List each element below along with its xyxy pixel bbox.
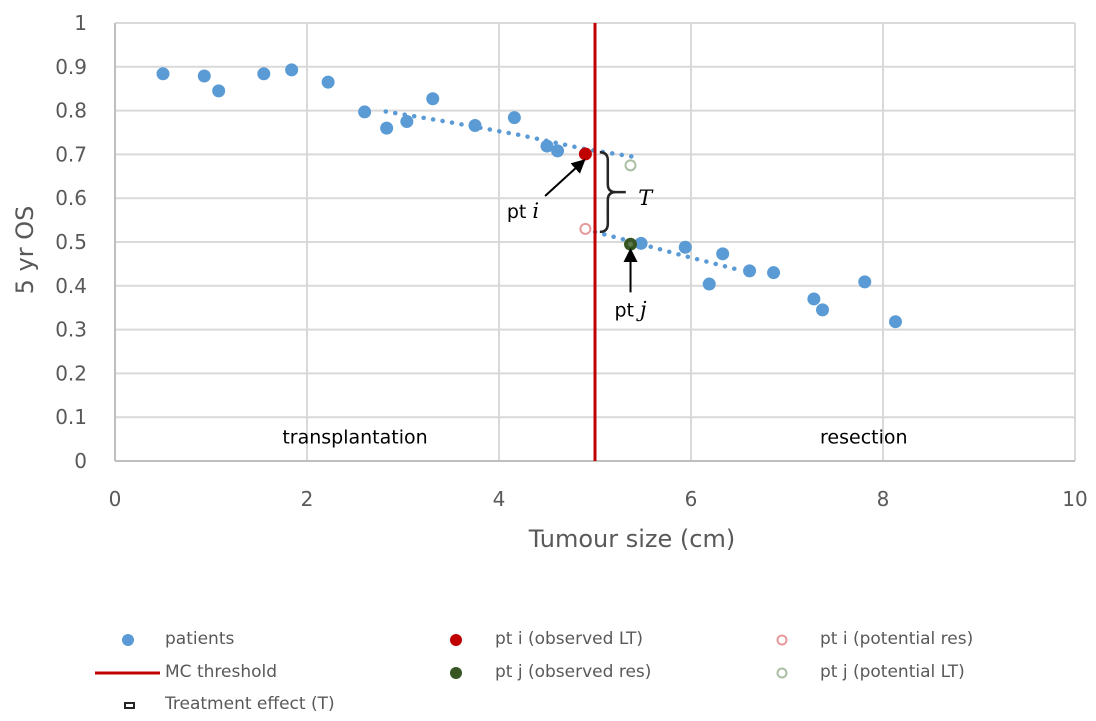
pt-i-potential-ring-icon [776,634,788,646]
legend-label: MC threshold [165,662,278,682]
y-tick-label: 0.7 [55,142,87,166]
treatment-effect-label: T [638,186,654,210]
x-tick-label: 10 [1062,487,1087,511]
patient-point [321,75,335,89]
patient-point [888,315,902,329]
legend-label: patients [165,629,235,649]
legend-label: pt i (potential res) [820,629,974,649]
patient-point [716,247,730,261]
pt-label-text: pt [614,299,640,321]
patient-point [858,275,872,289]
pt-label-italic: j [636,297,647,321]
patient-point [816,303,830,317]
mc-threshold-line-icon [95,671,160,675]
y-tick-label: 0.1 [55,405,87,429]
region-label-transplantation: transplantation [282,426,427,448]
legend-label: pt j (potential LT) [820,662,965,682]
x-tick-label: 4 [493,487,506,511]
patient-point [767,266,781,280]
legend-label: pt i (observed LT) [495,629,643,649]
pt-j-potential-ring-icon [776,667,788,679]
patient-point [743,264,757,278]
legend-item-mc-threshold: MC threshold [0,661,277,685]
x-tick-label: 8 [877,487,890,511]
x-tick-label: 2 [301,487,314,511]
legend-item-patients: patients [0,628,400,652]
legend-item-pt-i-potential: pt i (potential res) [0,628,973,652]
x-tick-label: 0 [109,487,122,511]
y-tick-label: 0.4 [55,274,87,298]
y-tick-label: 0.2 [55,361,87,385]
patient-point [380,121,394,135]
y-tick-label: 0.5 [55,230,87,254]
pt-label-italic: i [532,199,539,223]
pt-i-label: pt i [507,199,539,223]
y-axis-title: 5 yr OS [11,206,39,295]
x-tick-label: 6 [685,487,698,511]
pt-i-observed-dot-icon [450,634,462,646]
trend-line-resection [592,229,746,274]
treatment-effect-bracket [599,150,626,234]
patient-point [468,118,482,132]
pt-i-observed-point [578,147,592,161]
pt-i-potential-point [579,222,592,235]
tick-labels: 00.10.20.30.40.50.60.70.80.910 2 4 6 8 10 [55,11,1088,511]
legend-label: pt j (observed res) [495,662,652,682]
legend: patients pt i (observed LT) pt i (potent… [0,620,1096,721]
treatment-effect-icon [124,702,135,709]
patient-point [400,115,414,129]
legend-item-pt-j-observed: pt j (observed res) [0,661,651,685]
y-tick-label: 1 [74,11,87,35]
pt-j-observed-dot-icon [450,667,462,679]
pt-j-potential-point [624,159,637,172]
legend-item-pt-i-observed: pt i (observed LT) [0,628,643,652]
patient-point [634,236,648,250]
patient-point [540,139,554,153]
pt-j-label: pt j [614,297,647,321]
patient-point [197,69,211,83]
pt-i-arrow [544,159,586,197]
legend-item-treatment-effect: Treatment effect (T) [0,693,335,717]
patient-point [285,63,299,77]
patient-point [156,67,170,81]
y-tick-label: 0.6 [55,186,87,210]
patient-point [507,111,521,125]
patient-point [551,144,565,158]
patient-point [212,84,226,98]
y-tick-label: 0 [74,449,87,473]
pt-label-text: pt [507,201,533,223]
x-axis-title: Tumour size (cm) [528,525,735,553]
patient-point [678,240,692,254]
legend-label: Treatment effect (T) [165,694,335,714]
patient-point [702,277,716,291]
patient-point [426,92,440,106]
patient-point [257,67,271,81]
legend-item-pt-j-potential: pt j (potential LT) [0,661,965,685]
y-tick-label: 0.8 [55,99,87,123]
y-tick-label: 0.3 [55,318,87,342]
data-points [156,63,902,329]
region-label-resection: resection [820,426,908,448]
patients-dot-icon [122,634,134,646]
patient-point [807,292,821,306]
patient-point [358,105,372,119]
y-tick-label: 0.9 [55,55,87,79]
pt-j-observed-inner [628,241,634,247]
